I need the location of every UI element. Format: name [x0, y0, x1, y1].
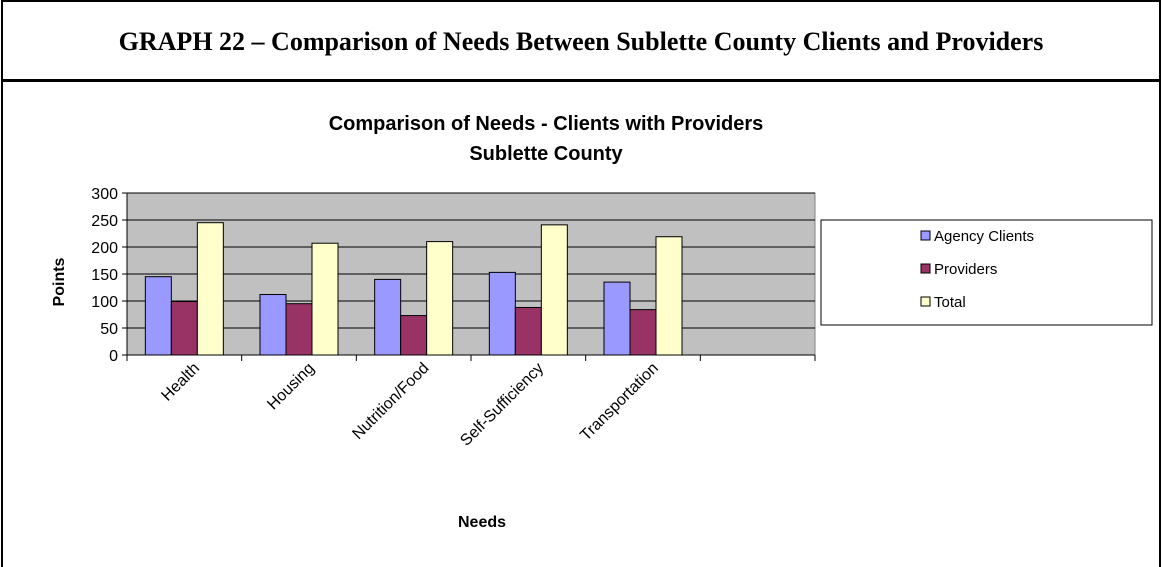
bar-agency-clients	[603, 281, 631, 356]
bar-providers	[629, 309, 657, 356]
plot-layer: 0 50 100 150 200 250 300 Health Housing Nutrition…	[91, 186, 816, 450]
legend-label: Providers	[934, 261, 997, 278]
legend-label: Total	[934, 294, 966, 311]
bar-agency-clients	[259, 294, 287, 356]
x-tick-label: Health	[158, 360, 203, 405]
bar-providers	[514, 306, 542, 356]
bar-total	[311, 242, 339, 356]
bar-total	[196, 222, 224, 356]
bar-agency-clients	[488, 271, 516, 356]
bar-total	[426, 241, 454, 356]
y-tick-label: 150	[91, 267, 118, 284]
x-axis-label: Needs	[458, 514, 506, 531]
legend-label: Agency Clients	[934, 228, 1034, 245]
chart-legend: Agency Clients Providers Total	[820, 219, 1153, 326]
chart-title: Comparison of Needs - Clients with Provi…	[329, 113, 764, 135]
x-tick-label: Housing	[264, 360, 318, 414]
x-tick-label: Nutrition/Food	[349, 360, 432, 443]
bar-total	[655, 236, 683, 356]
chart-subtitle: Sublette County	[469, 143, 623, 165]
legend-box	[820, 219, 1153, 326]
bar-providers	[170, 301, 198, 356]
bar-total	[540, 224, 568, 356]
legend-swatch	[920, 263, 931, 274]
bar-agency-clients	[144, 276, 172, 356]
y-tick-label: 0	[109, 348, 118, 365]
graph-caption: GRAPH 22 – Comparison of Needs Between S…	[118, 27, 1044, 56]
x-tick-label: Self-Sufficiency	[457, 360, 547, 450]
bar-agency-clients	[374, 278, 402, 356]
bar-providers	[285, 303, 313, 356]
graph-header: GRAPH 22 – Comparison of Needs Between S…	[1, 0, 1161, 82]
x-tick-label: Transportation	[577, 360, 662, 445]
bar-providers	[400, 315, 428, 356]
y-tick-label: 50	[100, 321, 118, 338]
y-tick-label: 300	[91, 186, 118, 203]
y-tick-label: 100	[91, 294, 118, 311]
legend-swatch	[920, 230, 931, 241]
chart-panel	[1, 82, 1161, 567]
y-tick-label: 250	[91, 213, 118, 230]
y-axis-label: Points	[51, 257, 68, 306]
y-tick-label: 200	[91, 240, 118, 257]
legend-swatch	[920, 296, 931, 307]
